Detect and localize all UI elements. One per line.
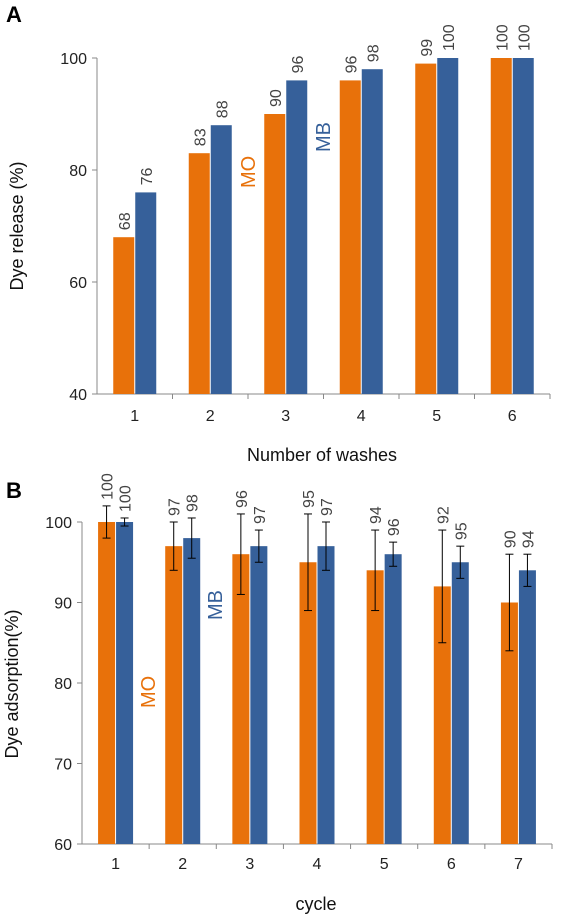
panel-b-data-label: 100 xyxy=(100,473,117,500)
panel-a-letter: A xyxy=(6,2,22,27)
panel-b-y-axis-title: Dye adsorption(%) xyxy=(2,609,22,758)
panel-a: A 40 60 80 100 1 2 3 4 5 6 68 76 83 88 90 96 96 98 99 100… xyxy=(6,2,551,465)
panel-a-bar-mo xyxy=(113,237,135,394)
panel-a-x-axis-title: Number of washes xyxy=(247,445,397,465)
panel-a-bar-mb xyxy=(512,58,534,394)
panel-b-bar-mb xyxy=(116,522,134,844)
panel-b-data-label: 98 xyxy=(185,494,202,512)
panel-b-bar-mo xyxy=(433,586,451,844)
panel-b-y-ticks: 60 70 80 90 100 xyxy=(45,515,82,854)
panel-a-y-tick-label: 80 xyxy=(69,163,87,180)
panel-a-x-tick-label: 1 xyxy=(130,408,139,425)
panel-b-data-label: 94 xyxy=(520,530,537,548)
panel-a-data-label: 90 xyxy=(268,89,285,107)
panel-a-y-tick-label: 100 xyxy=(60,51,87,68)
panel-b-data-label: 96 xyxy=(234,490,251,508)
panel-a-data-label: 100 xyxy=(494,24,511,51)
panel-a-data-label: 96 xyxy=(290,56,307,74)
panel-b-data-label: 97 xyxy=(252,506,269,524)
panel-a-y-ticks: 40 60 80 100 xyxy=(60,51,97,404)
panel-b-error-bars xyxy=(102,505,532,652)
panel-b-bar-mb xyxy=(250,546,268,844)
panel-b-data-label: 90 xyxy=(502,530,519,548)
panel-b-bar-mb xyxy=(317,546,335,844)
panel-a-bar-mo xyxy=(264,114,286,394)
panel-a-data-label: 100 xyxy=(516,24,533,51)
panel-a-bars xyxy=(113,58,534,395)
panel-a-x-tick-label: 6 xyxy=(508,408,517,425)
panel-b-x-ticks: 1 2 3 4 5 6 7 xyxy=(111,844,553,873)
panel-a-series-label-mo: MO xyxy=(238,156,260,188)
panel-a-bar-mo xyxy=(339,80,361,395)
panel-b-bar-mb xyxy=(451,562,469,844)
panel-b-data-label: 94 xyxy=(368,506,385,524)
panel-b-y-tick-label: 70 xyxy=(54,757,72,774)
panel-b-y-tick-label: 90 xyxy=(54,596,72,613)
panel-a-data-label: 100 xyxy=(441,24,458,51)
panel-b-data-label: 92 xyxy=(435,506,452,524)
panel-b-bar-mo xyxy=(366,570,384,844)
panel-a-data-label: 68 xyxy=(117,212,134,230)
panel-a-x-tick-label: 3 xyxy=(281,408,290,425)
panel-b-bar-mo xyxy=(299,562,317,844)
panel-a-bar-mb xyxy=(437,58,459,394)
panel-b-series-label-mo: MO xyxy=(138,676,160,708)
panel-b-bar-mo xyxy=(232,554,250,844)
panel-a-y-axis-title: Dye release (%) xyxy=(7,161,27,290)
panel-a-data-label: 88 xyxy=(214,100,231,118)
panel-b-bar-mb xyxy=(183,538,201,844)
panel-a-bar-mb xyxy=(135,192,157,394)
panel-a-x-tick-label: 5 xyxy=(432,408,441,425)
panel-b-bar-mo xyxy=(500,602,518,844)
panel-a-data-label: 96 xyxy=(343,56,360,74)
panel-a-bar-mo xyxy=(490,58,512,394)
panel-a-x-tick-label: 2 xyxy=(206,408,215,425)
panel-a-bar-mb xyxy=(361,69,383,394)
panel-a-bar-mb xyxy=(286,80,308,395)
panel-b-y-tick-label: 100 xyxy=(45,515,72,532)
panel-a-y-tick-label: 60 xyxy=(69,275,87,292)
panel-b-x-tick-label: 2 xyxy=(178,856,187,873)
panel-a-bar-mo xyxy=(415,63,437,394)
panel-b-y-tick-label: 60 xyxy=(54,837,72,854)
panel-b-letter: B xyxy=(6,478,22,503)
panel-b-data-label: 95 xyxy=(453,522,470,540)
panel-a-data-label: 98 xyxy=(365,44,382,62)
panel-b-data-label: 95 xyxy=(301,490,318,508)
panel-b-x-axis-title: cycle xyxy=(295,894,336,914)
panel-b-x-tick-label: 1 xyxy=(111,856,120,873)
panel-b-bar-mo xyxy=(98,522,116,844)
panel-a-data-label: 99 xyxy=(419,39,436,57)
panel-a-bar-labels: 68 76 83 88 90 96 96 98 99 100 100 100 xyxy=(117,24,534,230)
panel-b-x-tick-label: 3 xyxy=(245,856,254,873)
panel-b-x-tick-label: 7 xyxy=(514,856,523,873)
panel-a-bar-mo xyxy=(188,153,210,394)
panel-a-bar-mb xyxy=(210,125,232,394)
panel-b-bar-mb xyxy=(518,570,536,844)
panel-b-data-label: 100 xyxy=(118,485,135,512)
panel-b-bar-mo xyxy=(165,546,183,844)
panel-a-x-tick-label: 4 xyxy=(357,408,366,425)
panel-b-x-tick-label: 6 xyxy=(447,856,456,873)
panel-a-y-tick-label: 40 xyxy=(69,387,87,404)
panel-b-data-label: 96 xyxy=(386,518,403,536)
panel-b-data-label: 97 xyxy=(319,498,336,516)
panel-b-bar-mb xyxy=(384,554,402,844)
panel-a-data-label: 83 xyxy=(192,128,209,146)
panel-b-x-tick-label: 4 xyxy=(313,856,322,873)
panel-b-series-label-mb: MB xyxy=(205,590,227,620)
panel-b-bars xyxy=(98,522,536,844)
panel-b-y-tick-label: 80 xyxy=(54,676,72,693)
panel-a-series-label-mb: MB xyxy=(313,122,335,152)
panel-a-x-ticks: 1 2 3 4 5 6 xyxy=(130,394,551,425)
panel-b-data-label: 97 xyxy=(167,498,184,516)
panel-a-data-label: 76 xyxy=(139,168,156,186)
panel-b-x-tick-label: 5 xyxy=(380,856,389,873)
